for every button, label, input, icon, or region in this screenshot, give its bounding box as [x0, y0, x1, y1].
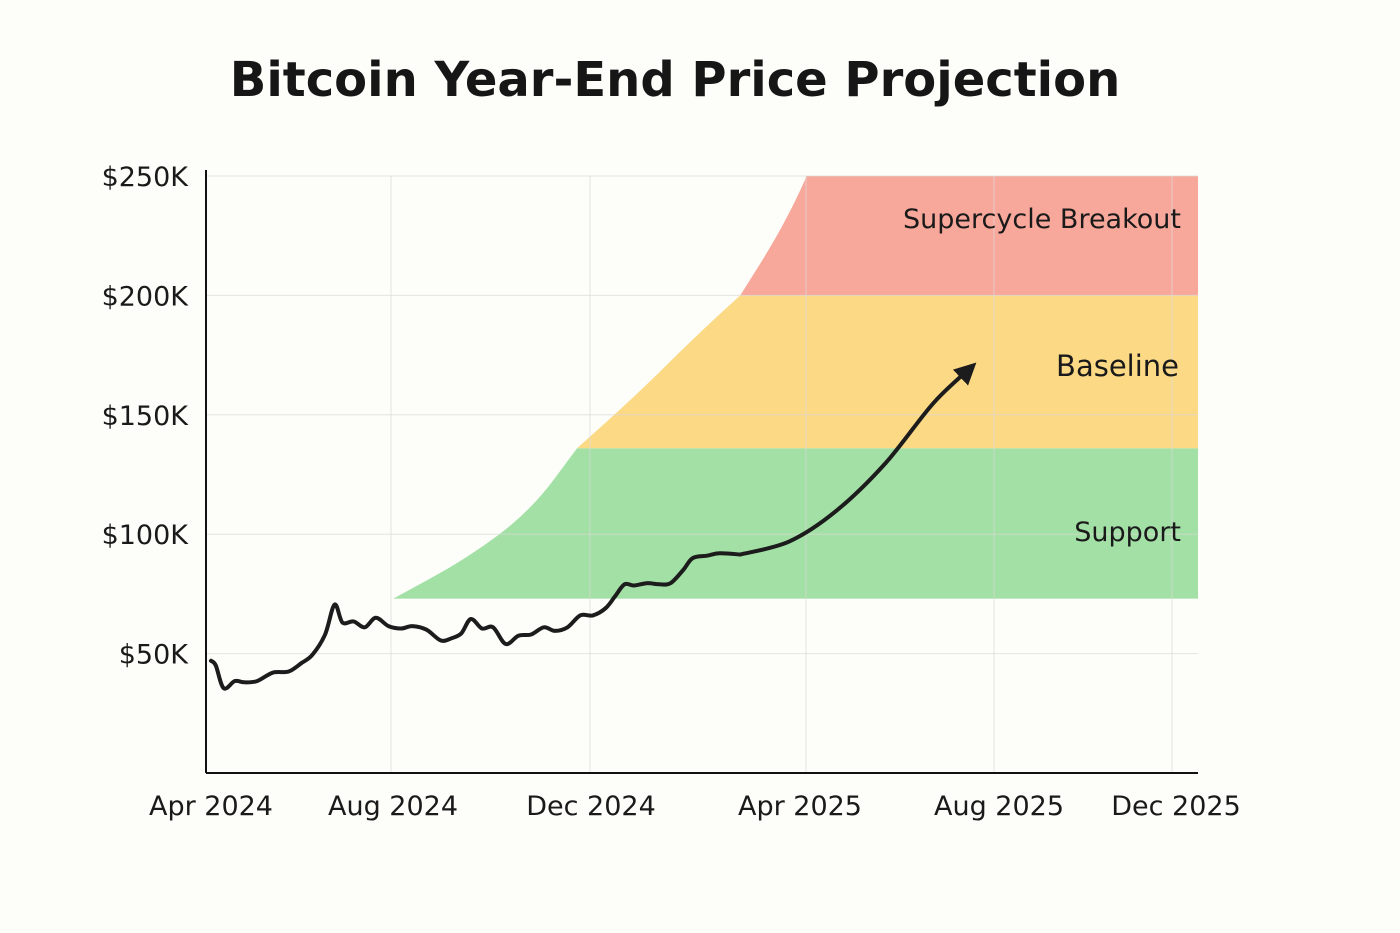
y-tick-label: $150K [102, 401, 190, 432]
zone-supercycle-breakout [740, 176, 1198, 296]
zone-baseline [577, 295, 1198, 449]
zone-label-support: Support [1074, 517, 1181, 548]
zone-support [393, 448, 1198, 599]
price-history-line [209, 551, 743, 691]
x-tick-label: Apr 2024 [149, 791, 273, 822]
zone-label-supercycle-breakout: Supercycle Breakout [903, 204, 1181, 235]
zone-label-baseline: Baseline [1056, 349, 1179, 383]
y-tick-label: $250K [102, 162, 190, 193]
y-tick-label: $200K [102, 281, 190, 312]
projection-zones [393, 176, 1198, 599]
gridlines [206, 175, 1198, 773]
x-tick-label: Aug 2025 [934, 791, 1064, 822]
x-tick-label: Dec 2025 [1111, 791, 1241, 822]
x-tick-label: Aug 2024 [328, 791, 458, 822]
projection-arrow-line [738, 362, 977, 557]
chart-title: Bitcoin Year-End Price Projection [230, 52, 1121, 108]
y-tick-label: $50K [119, 640, 190, 671]
x-tick-label: Apr 2025 [738, 791, 862, 822]
x-tick-label: Dec 2024 [526, 791, 656, 822]
y-tick-label: $100K [102, 520, 190, 551]
